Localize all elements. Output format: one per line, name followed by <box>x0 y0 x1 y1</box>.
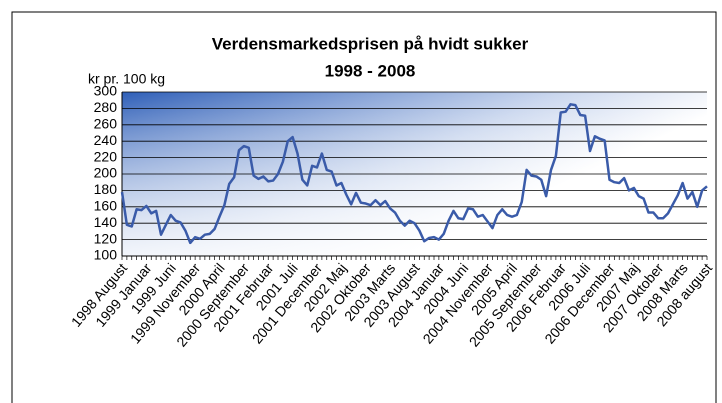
y-tick-label: 220 <box>94 148 118 164</box>
y-tick-label: 260 <box>94 116 118 132</box>
chart-subtitle: 1998 - 2008 <box>325 61 416 80</box>
y-tick-label: 120 <box>94 230 118 246</box>
y-tick-label: 140 <box>94 214 118 230</box>
y-tick-label: 200 <box>94 165 118 181</box>
data-line <box>120 103 708 245</box>
y-tick-label: 160 <box>94 198 118 214</box>
y-tick-label: 180 <box>94 181 118 197</box>
y-tick-label: 280 <box>94 99 118 115</box>
y-tick-label: 300 <box>94 83 118 99</box>
chart-title: Verdensmarkedsprisen på hvidt sukker <box>212 34 529 53</box>
y-tick-label: 240 <box>94 132 118 148</box>
y-axis-label: kr pr. 100 kg <box>88 71 165 87</box>
y-tick-label: 100 <box>94 247 118 263</box>
